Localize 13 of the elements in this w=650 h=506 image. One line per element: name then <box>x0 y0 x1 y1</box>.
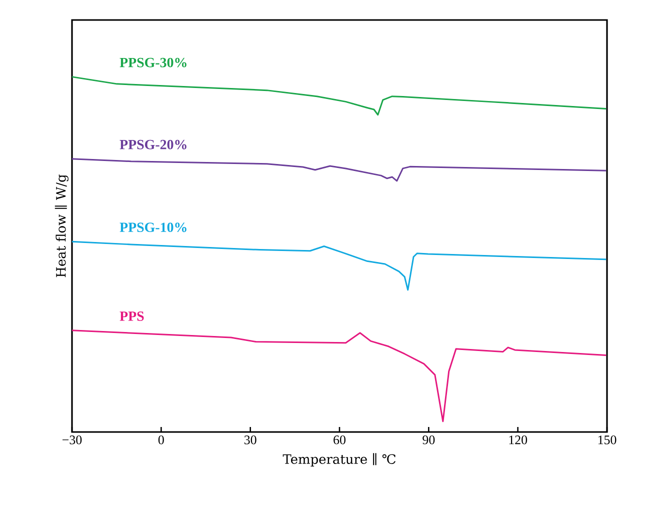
x-tick-label: −30 <box>62 436 82 444</box>
series-label: PPSG-30% <box>120 58 186 68</box>
series-label: PPSG-20% <box>120 140 186 150</box>
series-label: PPS <box>120 312 144 321</box>
y-axis-title: Heat flow ∥ W/g <box>54 174 68 278</box>
x-tick-label: 120 <box>509 436 528 444</box>
series-label: PPSG-10% <box>120 222 186 232</box>
x-axis-title: Temperature ∥ ℃ <box>282 453 396 466</box>
x-tick-label: 30 <box>244 436 256 444</box>
x-tick-label: 90 <box>422 436 435 444</box>
x-tick-label: 150 <box>598 436 616 444</box>
x-tick-label: 60 <box>334 436 346 444</box>
x-tick-label: 0 <box>158 436 164 444</box>
